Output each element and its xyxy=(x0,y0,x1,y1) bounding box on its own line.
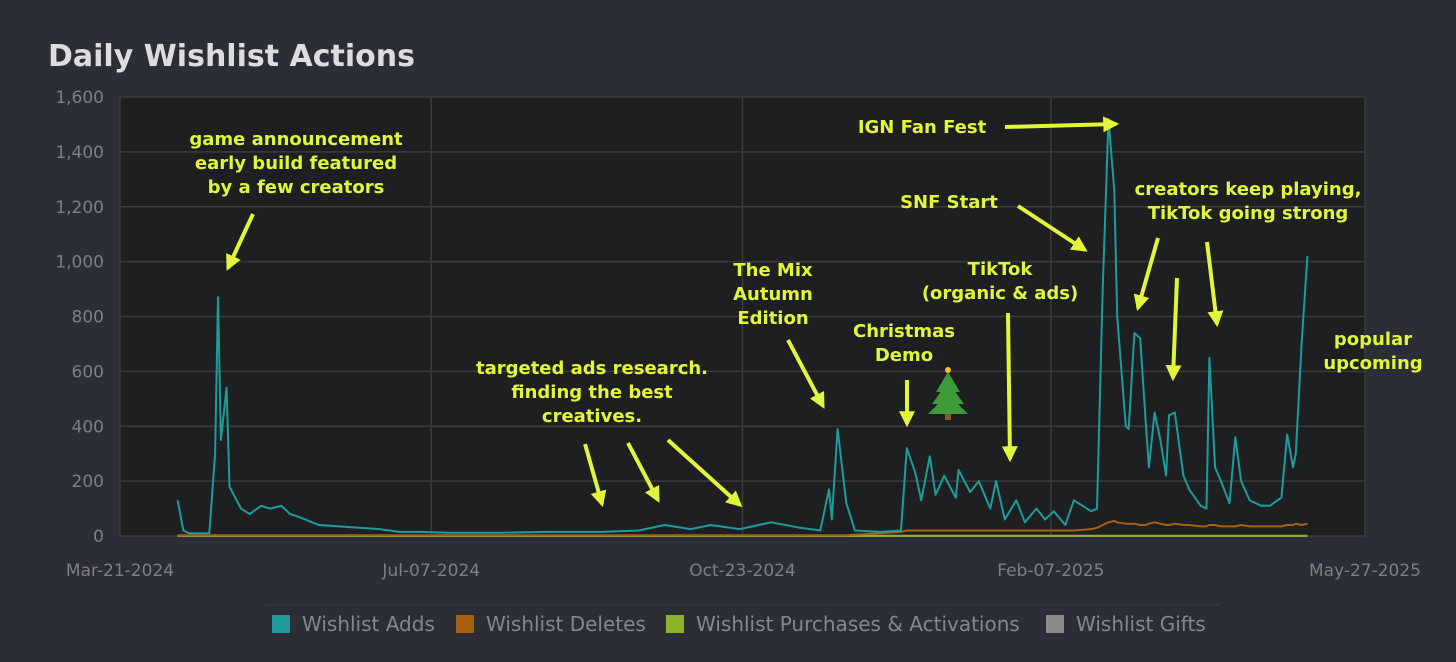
annotation: TikTok going strong xyxy=(1148,203,1349,224)
annotations: game announcement early build featured by … xyxy=(189,117,1422,427)
legend-item[interactable]: Wishlist Gifts xyxy=(1046,612,1206,636)
x-tick-label: Oct-23-2024 xyxy=(689,561,796,581)
legend-swatch xyxy=(272,615,290,633)
x-tick-label: Mar-21-2024 xyxy=(66,561,174,581)
legend-label: Wishlist Adds xyxy=(302,612,435,636)
annotation: finding the best xyxy=(511,382,673,403)
tree-icon xyxy=(928,367,968,420)
legend-label: Wishlist Gifts xyxy=(1076,612,1206,636)
annotation: IGN Fan Fest xyxy=(858,117,987,138)
series-line xyxy=(177,519,1308,537)
y-tick-label: 400 xyxy=(72,417,104,437)
annotation: creatives. xyxy=(542,406,642,427)
legend-label: Wishlist Purchases & Activations xyxy=(696,612,1020,636)
x-tick-label: Feb-07-2025 xyxy=(997,561,1104,581)
annotation: (organic & ads) xyxy=(922,283,1078,304)
annotation: by a few creators xyxy=(208,177,385,198)
y-tick-label: 1,000 xyxy=(55,253,104,273)
legend-swatch xyxy=(666,615,684,633)
annotation: Christmas xyxy=(853,321,955,342)
arrows xyxy=(226,116,1224,508)
annotation: targeted ads research. xyxy=(476,358,708,379)
annotation: TikTok xyxy=(968,259,1034,280)
legend-item[interactable]: Wishlist Purchases & Activations xyxy=(666,612,1020,636)
annotation: Autumn xyxy=(733,284,813,305)
x-tick-label: May-27-2025 xyxy=(1309,561,1421,581)
annotation: creators keep playing, xyxy=(1135,179,1362,200)
y-tick-label: 1,400 xyxy=(55,143,104,163)
lines xyxy=(176,118,1309,537)
legend-swatch xyxy=(1046,615,1064,633)
y-tick-label: 200 xyxy=(72,472,104,492)
y-tick-label: 1,200 xyxy=(55,198,104,218)
y-tick-label: 0 xyxy=(93,527,104,547)
legend-item[interactable]: Wishlist Adds xyxy=(272,612,435,636)
annotation: SNF Start xyxy=(900,192,998,213)
annotation: Demo xyxy=(875,345,933,366)
annotation: Edition xyxy=(737,308,808,329)
y-tick-label: 1,600 xyxy=(55,88,104,108)
annotation: upcoming xyxy=(1323,353,1422,374)
legend-label: Wishlist Deletes xyxy=(486,612,646,636)
legend-item[interactable]: Wishlist Deletes xyxy=(456,612,646,636)
y-tick-label: 600 xyxy=(72,362,104,382)
annotation: game announcement xyxy=(189,129,403,150)
legend: Wishlist Adds Wishlist Deletes Wishlist Pu… xyxy=(272,612,1206,636)
series-line xyxy=(176,118,1309,535)
annotation: early build featured xyxy=(195,153,397,174)
legend-swatch xyxy=(456,615,474,633)
annotation: The Mix xyxy=(733,260,813,281)
x-tick-label: Jul-07-2024 xyxy=(381,561,480,581)
annotation: popular xyxy=(1334,329,1412,350)
y-tick-label: 800 xyxy=(72,308,104,328)
chart-title: Daily Wishlist Actions xyxy=(48,39,415,74)
